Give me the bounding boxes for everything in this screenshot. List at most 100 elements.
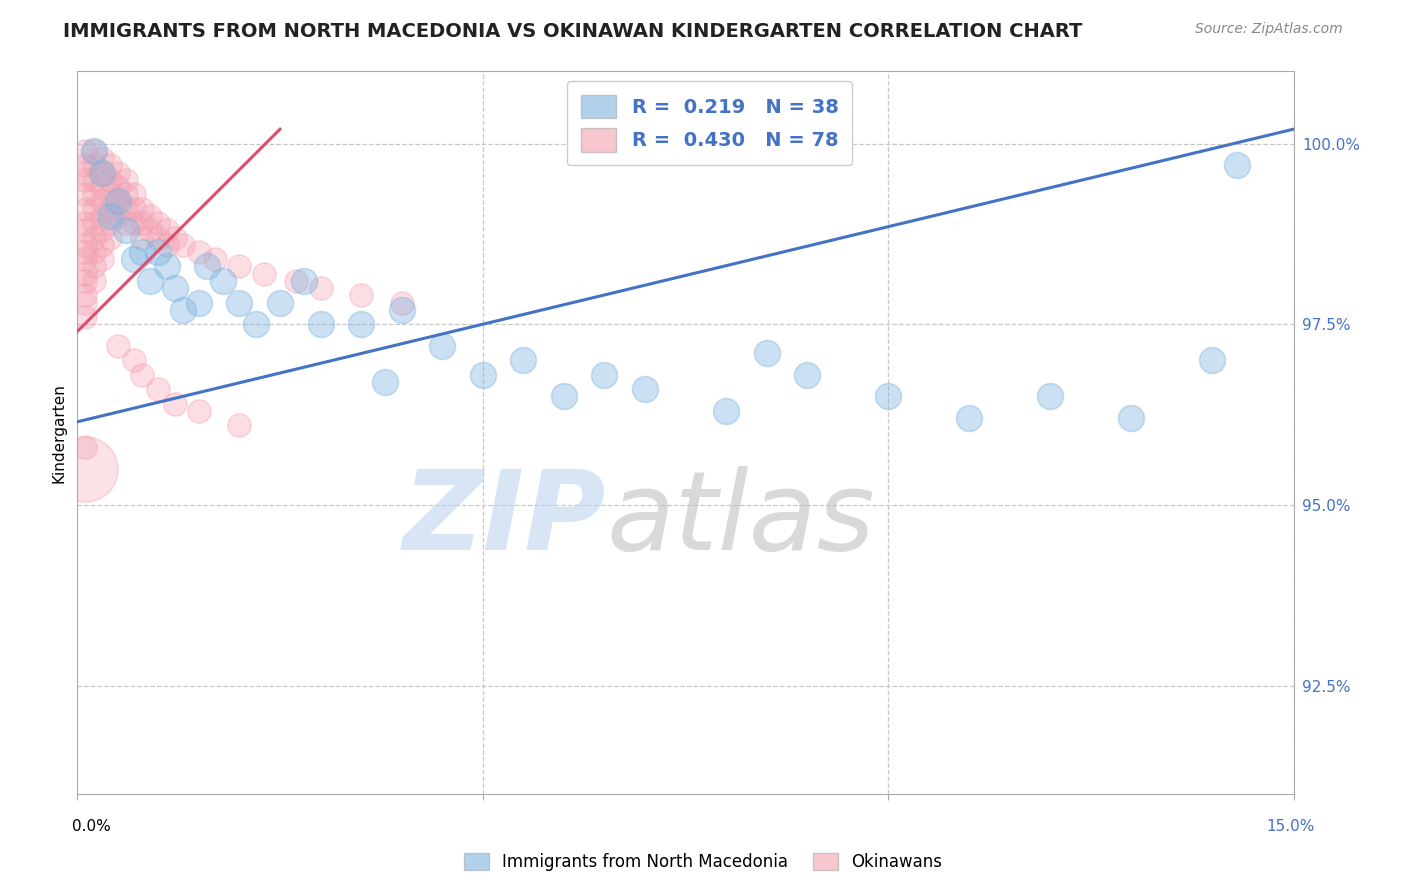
Point [1039, 390, 1062, 404]
Point [188, 295, 211, 310]
Point [75, 144, 97, 158]
Point [228, 260, 250, 274]
Point [83, 260, 105, 274]
Point [131, 230, 153, 244]
Point [755, 346, 778, 360]
Point [90, 165, 112, 179]
Point [512, 353, 534, 368]
Point [107, 165, 129, 179]
Point [115, 223, 138, 237]
Point [957, 411, 980, 425]
Point [75, 237, 97, 252]
Point [471, 368, 494, 382]
Point [714, 404, 737, 418]
Point [155, 260, 177, 274]
Y-axis label: Kindergarten: Kindergarten [51, 383, 66, 483]
Point [107, 180, 129, 194]
Point [228, 295, 250, 310]
Point [83, 274, 105, 288]
Point [430, 339, 453, 353]
Point [350, 318, 373, 332]
Text: 15.0%: 15.0% [1267, 819, 1315, 834]
Point [98, 187, 121, 202]
Point [90, 151, 112, 165]
Point [115, 202, 138, 216]
Point [75, 295, 97, 310]
Point [131, 368, 153, 382]
Point [107, 194, 129, 209]
Point [75, 173, 97, 187]
Point [83, 173, 105, 187]
Point [83, 187, 105, 202]
Point [374, 375, 396, 389]
Point [98, 202, 121, 216]
Point [1121, 411, 1143, 425]
Point [163, 397, 186, 411]
Point [75, 267, 97, 281]
Point [1226, 158, 1249, 172]
Point [172, 302, 194, 317]
Point [131, 202, 153, 216]
Point [98, 216, 121, 230]
Point [75, 187, 97, 202]
Point [163, 230, 186, 244]
Point [285, 274, 308, 288]
Point [139, 209, 162, 223]
Point [83, 202, 105, 216]
Point [391, 302, 413, 317]
Point [90, 180, 112, 194]
Point [253, 267, 276, 281]
Point [75, 288, 97, 302]
Point [172, 237, 194, 252]
Point [796, 368, 818, 382]
Point [292, 274, 315, 288]
Text: 0.0%: 0.0% [72, 819, 111, 834]
Point [83, 158, 105, 172]
Point [83, 144, 105, 158]
Point [188, 244, 211, 259]
Point [75, 252, 97, 267]
Point [212, 274, 235, 288]
Point [204, 252, 226, 267]
Point [75, 440, 97, 454]
Point [122, 353, 145, 368]
Point [90, 194, 112, 209]
Point [115, 173, 138, 187]
Point [163, 281, 186, 295]
Point [98, 230, 121, 244]
Point [75, 310, 97, 324]
Point [122, 252, 145, 267]
Point [553, 390, 575, 404]
Text: Source: ZipAtlas.com: Source: ZipAtlas.com [1195, 22, 1343, 37]
Point [75, 165, 97, 179]
Point [155, 223, 177, 237]
Point [131, 244, 153, 259]
Point [98, 173, 121, 187]
Point [188, 404, 211, 418]
Legend: R =  0.219   N = 38, R =  0.430   N = 78: R = 0.219 N = 38, R = 0.430 N = 78 [568, 81, 852, 166]
Text: ZIP: ZIP [404, 466, 606, 573]
Point [155, 237, 177, 252]
Point [309, 318, 332, 332]
Point [877, 390, 900, 404]
Point [98, 209, 121, 223]
Point [90, 165, 112, 179]
Point [75, 223, 97, 237]
Point [391, 295, 413, 310]
Point [195, 260, 218, 274]
Point [269, 295, 291, 310]
Point [83, 230, 105, 244]
Point [350, 288, 373, 302]
Point [98, 158, 121, 172]
Point [115, 216, 138, 230]
Text: atlas: atlas [606, 466, 875, 573]
Point [90, 223, 112, 237]
Point [75, 158, 97, 172]
Point [75, 216, 97, 230]
Point [228, 418, 250, 433]
Point [139, 223, 162, 237]
Point [148, 216, 170, 230]
Point [83, 216, 105, 230]
Point [90, 209, 112, 223]
Point [122, 202, 145, 216]
